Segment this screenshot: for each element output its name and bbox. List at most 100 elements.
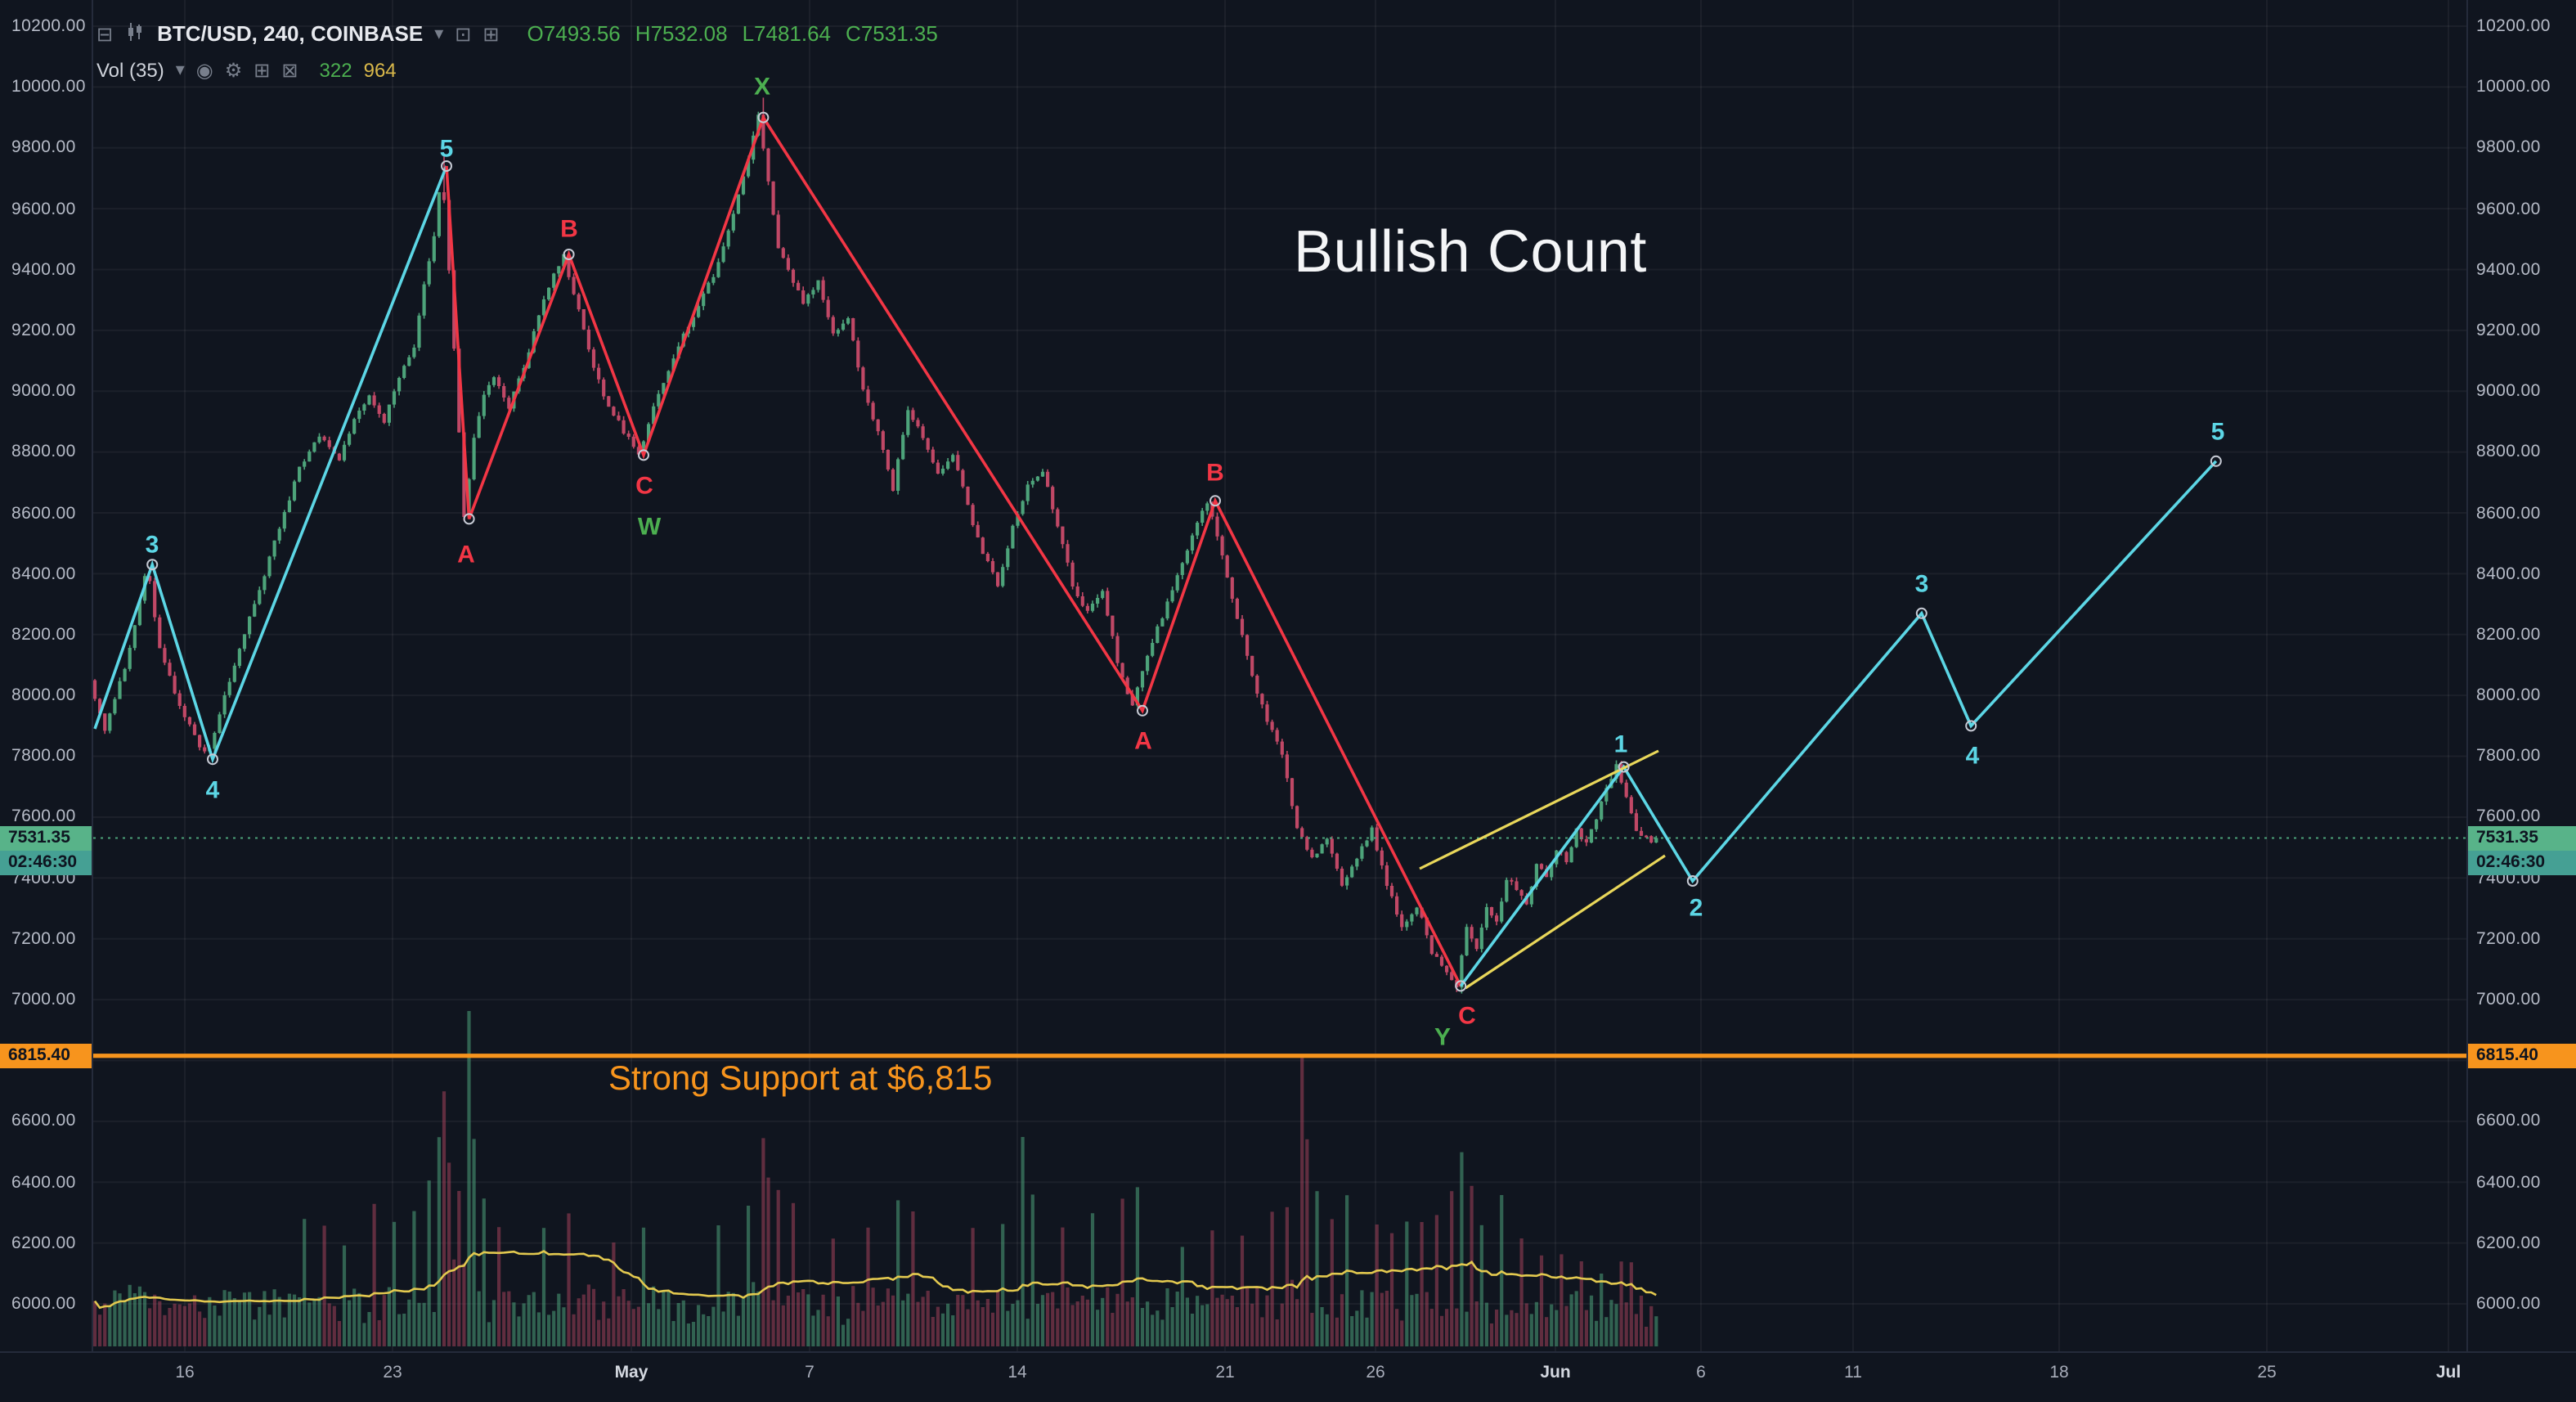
price-axis-label: 8600.00 xyxy=(2476,503,2541,524)
last-price-label: 7531.35 xyxy=(2468,826,2576,852)
price-axis-label: 7600.00 xyxy=(2476,807,2541,827)
wave-label-3[interactable]: 3 xyxy=(1915,571,1929,598)
wave-label-C[interactable]: C xyxy=(635,473,653,500)
volume-indicator-legend: Vol (35) ▾ ◉ ⚙ ⊞ ⊠ 322 964 xyxy=(96,59,397,82)
time-axis-label: 23 xyxy=(383,1363,402,1382)
wave-impulse_2[interactable] xyxy=(1459,460,2218,987)
price-axis-label: 7000.00 xyxy=(11,990,76,1010)
collapse-panes-icon[interactable]: ⊟ xyxy=(96,22,114,45)
price-axis-label: 8600.00 xyxy=(11,503,76,524)
price-axis-label: 6400.00 xyxy=(11,1172,76,1193)
chart-title-annotation[interactable]: Bullish Count xyxy=(1294,218,1648,285)
wave-label-A[interactable]: A xyxy=(1134,728,1152,755)
bar-countdown-label: 02:46:30 xyxy=(0,851,92,876)
price-axis-label: 10200.00 xyxy=(2476,16,2551,36)
time-axis-label: 25 xyxy=(2257,1363,2277,1382)
wave-point-markers xyxy=(146,111,2222,992)
indicator-dropdown-icon[interactable]: ▾ xyxy=(175,61,185,80)
legend-icon-b[interactable]: ⊞ xyxy=(482,22,500,45)
price-axis-label: 8000.00 xyxy=(2476,685,2541,706)
time-axis-label: 6 xyxy=(1696,1363,1706,1382)
price-axis-label: 8000.00 xyxy=(11,685,76,706)
wave-label-A[interactable]: A xyxy=(457,541,475,568)
add-icon[interactable]: ⊞ xyxy=(254,59,271,82)
elliott-wave-lines[interactable] xyxy=(93,114,2218,990)
volume-ma-line xyxy=(93,1250,1657,1310)
wave-label-B[interactable]: B xyxy=(1206,460,1224,487)
close-icon[interactable]: ⊠ xyxy=(281,59,298,82)
symbol-legend: ⊟ BTC/USD, 240, COINBASE ▾ ⊡ ⊞ O7493.56 … xyxy=(96,21,938,46)
symbol-title[interactable]: BTC/USD, 240, COINBASE xyxy=(157,21,424,46)
open-value: O7493.56 xyxy=(527,21,621,46)
price-axis-label: 9400.00 xyxy=(11,259,76,280)
price-axis-label: 7000.00 xyxy=(2476,990,2541,1010)
ohlc-values: O7493.56 H7532.08 L7481.64 C7531.35 xyxy=(527,21,938,46)
price-axis-label: 6600.00 xyxy=(2476,1111,2541,1131)
trendline-2[interactable] xyxy=(1465,854,1666,990)
wave-correction_wxy[interactable] xyxy=(445,114,1462,987)
price-axis-label: 9400.00 xyxy=(2476,259,2541,280)
grid-lines xyxy=(93,0,2466,1351)
volume-series xyxy=(92,1011,1658,1346)
time-axis-label: 7 xyxy=(805,1363,815,1382)
indicator-title[interactable]: Vol (35) xyxy=(96,59,164,82)
time-axis-label: 16 xyxy=(175,1363,195,1382)
wave-label-Y[interactable]: Y xyxy=(1434,1024,1451,1051)
price-axis-label: 6600.00 xyxy=(11,1111,76,1131)
symbol-dropdown-icon[interactable]: ▾ xyxy=(434,24,444,43)
price-axis-label: 9200.00 xyxy=(11,320,76,340)
trendline-1[interactable] xyxy=(1419,749,1659,870)
time-axis-label: 21 xyxy=(1215,1363,1235,1382)
wave-label-W[interactable]: W xyxy=(638,514,662,541)
volume-ma-value: 964 xyxy=(363,59,397,82)
price-axis-label: 8400.00 xyxy=(11,564,76,584)
legend-icon-a[interactable]: ⊡ xyxy=(455,22,472,45)
wave-label-4[interactable]: 4 xyxy=(1966,743,1980,770)
time-axis-label: 18 xyxy=(2049,1363,2069,1382)
price-axis-right[interactable]: 10200.00 10000.00 9800.00 9600.00 9400.00 920… xyxy=(2466,0,2576,1351)
wave-impulse_1[interactable] xyxy=(93,165,448,764)
chart-style-icon[interactable] xyxy=(124,21,146,46)
price-axis-label: 9000.00 xyxy=(2476,381,2541,402)
time-axis[interactable]: 16 23 May 7 14 21 26 Jun 6 11 18 25 Jul xyxy=(0,1351,2576,1402)
high-value: H7532.08 xyxy=(635,21,728,46)
price-axis-label: 7800.00 xyxy=(2476,746,2541,766)
wave-label-3[interactable]: 3 xyxy=(146,532,159,559)
price-axis-label: 6000.00 xyxy=(2476,1293,2541,1314)
time-axis-label: Jun xyxy=(1540,1363,1571,1382)
eye-icon[interactable]: ◉ xyxy=(195,59,213,82)
gear-icon[interactable]: ⚙ xyxy=(224,59,243,82)
wave-label-4[interactable]: 4 xyxy=(206,777,220,804)
low-value: L7481.64 xyxy=(742,21,832,46)
price-axis-label: 7600.00 xyxy=(11,807,76,827)
price-axis-label: 7200.00 xyxy=(2476,928,2541,949)
last-price-label: 7531.35 xyxy=(0,826,92,852)
support-price-label: 6815.40 xyxy=(2468,1044,2576,1069)
wave-label-5[interactable]: 5 xyxy=(2211,419,2225,446)
price-axis-label: 8400.00 xyxy=(2476,564,2541,584)
wave-label-C[interactable]: C xyxy=(1458,1003,1476,1030)
time-axis-label: 11 xyxy=(1844,1363,1862,1382)
support-annotation-text[interactable]: Strong Support at $6,815 xyxy=(608,1060,993,1098)
price-axis-label: 8800.00 xyxy=(2476,442,2541,462)
price-axis-label: 8200.00 xyxy=(11,624,76,645)
price-axis-label: 6200.00 xyxy=(11,1233,76,1253)
bar-countdown-label: 02:46:30 xyxy=(2468,851,2576,876)
wave-label-2[interactable]: 2 xyxy=(1690,895,1703,922)
price-axis-label: 7800.00 xyxy=(11,746,76,766)
price-axis-label: 7200.00 xyxy=(11,928,76,949)
price-axis-label: 9800.00 xyxy=(2476,137,2541,158)
price-axis-label: 9000.00 xyxy=(11,381,76,402)
wave-label-X[interactable]: X xyxy=(754,74,770,101)
wave-label-5[interactable]: 5 xyxy=(440,136,454,163)
time-axis-label: May xyxy=(614,1363,648,1382)
wave-label-B[interactable]: B xyxy=(560,216,578,243)
price-axis-left[interactable]: 10200.00 10000.00 9800.00 9600.00 9400.00 920… xyxy=(0,0,93,1351)
close-value: C7531.35 xyxy=(846,21,938,46)
time-axis-label: 14 xyxy=(1008,1363,1027,1382)
wave-label-1[interactable]: 1 xyxy=(1614,731,1628,758)
price-axis-label: 9600.00 xyxy=(11,199,76,219)
